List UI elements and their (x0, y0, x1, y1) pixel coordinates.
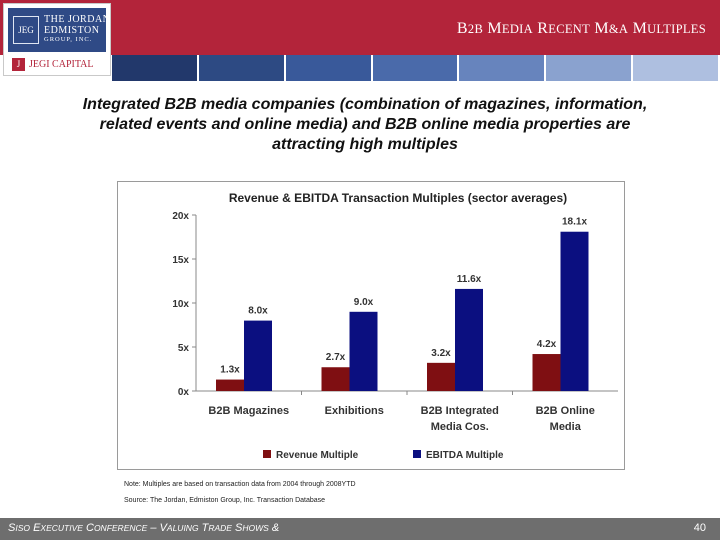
x-tick-label: B2B Magazines (208, 405, 289, 417)
logo-top-panel: JEG THE JORDAN EDMISTON GROUP, INC. (8, 8, 110, 52)
page-number: 40 (693, 522, 706, 534)
data-label: 11.6x (457, 274, 482, 285)
header-stripe (112, 55, 197, 81)
data-label: 18.1x (562, 217, 587, 228)
x-tick-label: B2B Online (536, 405, 595, 417)
y-tick-label: 20x (172, 211, 189, 222)
bar-ebitda (455, 288, 483, 391)
logo-subname: GROUP, INC. (44, 36, 93, 43)
header-stripe (285, 55, 371, 81)
jegi-capital-label: JEGI CAPITAL (29, 58, 94, 70)
chart-note: Note: Multiples are based on transaction… (124, 481, 356, 488)
bar-revenue (321, 367, 350, 391)
logo-name-line-1: THE JORDAN (44, 14, 111, 25)
header-stripe (459, 55, 545, 81)
bar-revenue (427, 362, 455, 391)
x-tick-label: Exhibitions (325, 405, 384, 417)
data-label: 4.2x (537, 339, 557, 350)
x-tick-label: Media (550, 421, 582, 433)
header-stripe (546, 55, 632, 81)
bar-ebitda (560, 231, 589, 391)
jegi-mark-icon: J (12, 57, 25, 71)
footer-text-content: SISO EXECUTIVE CONFERENCE – VALUING TRAD… (8, 522, 280, 534)
data-label: 8.0x (248, 306, 268, 317)
footer-text: SISO EXECUTIVE CONFERENCE – VALUING TRAD… (8, 522, 279, 534)
logo-name-line-2: EDMISTON (44, 25, 100, 36)
legend-label: EBITDA Multiple (426, 450, 504, 461)
data-label: 2.7x (326, 352, 346, 363)
bar-chart: Revenue & EBITDA Transaction Multiples (… (172, 191, 618, 461)
y-tick-label: 5x (178, 343, 190, 354)
logo-seal-icon: JEG (13, 16, 39, 44)
chart-source: Source: The Jordan, Edmiston Group, Inc.… (124, 497, 326, 504)
chart-frame: Revenue & EBITDA Transaction Multiples (… (117, 181, 625, 470)
chart-title: Revenue & EBITDA Transaction Multiples (… (229, 191, 567, 205)
legend-swatch (413, 450, 421, 458)
legend-swatch (263, 450, 271, 458)
header-stripe (633, 55, 718, 81)
bar-ebitda (349, 311, 378, 391)
footer-bar: SISO EXECUTIVE CONFERENCE – VALUING TRAD… (0, 518, 720, 540)
x-tick-label: Media Cos. (431, 421, 489, 433)
data-label: 1.3x (220, 365, 240, 376)
logo-capital: J JEGI CAPITAL (12, 56, 93, 72)
y-tick-label: 15x (172, 255, 189, 266)
data-label: 9.0x (354, 297, 374, 308)
y-tick-label: 0x (178, 387, 190, 398)
header-stripe (198, 55, 284, 81)
bar-revenue (216, 379, 244, 391)
page-title: B2B MEDIA RECENT M&A MULTIPLES (457, 20, 706, 38)
data-label: 3.2x (431, 348, 451, 359)
y-tick-label: 10x (172, 299, 189, 310)
header-bar (0, 0, 720, 55)
slide-subtitle: Integrated B2B media companies (combinat… (82, 96, 648, 153)
legend-label: Revenue Multiple (276, 450, 359, 461)
bar-revenue (532, 354, 561, 391)
header-stripe (372, 55, 458, 81)
page-title-text: B2B MEDIA RECENT M&A MULTIPLES (456, 20, 706, 37)
x-tick-label: B2B Integrated (421, 405, 499, 417)
company-logo: JEG THE JORDAN EDMISTON GROUP, INC. J JE… (3, 3, 111, 76)
logo-name: THE JORDAN EDMISTON (44, 14, 110, 36)
bar-ebitda (244, 320, 272, 391)
